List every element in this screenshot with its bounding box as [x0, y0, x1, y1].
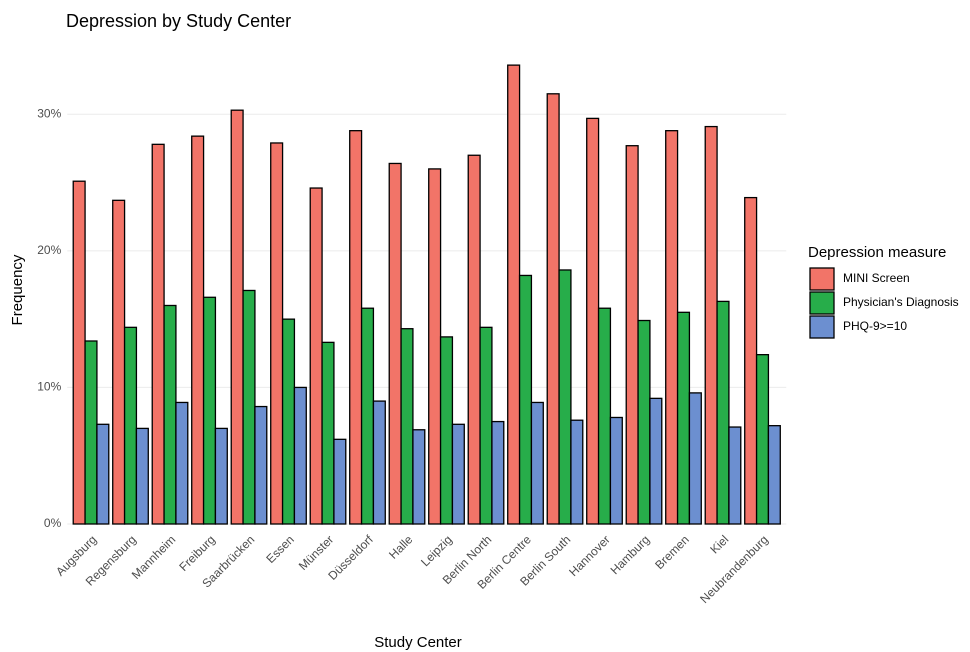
bar — [467, 154, 481, 525]
legend-key — [809, 267, 835, 291]
bar — [96, 423, 110, 525]
legend-key — [809, 315, 835, 339]
y-tick-label: 10% — [37, 380, 61, 394]
bar — [230, 109, 244, 525]
bar — [451, 423, 465, 525]
bar — [767, 425, 781, 525]
bar — [388, 162, 402, 525]
bar — [333, 438, 347, 525]
x-tick-label: Kiel — [707, 532, 731, 556]
x-tick-label: Hannover — [566, 532, 613, 579]
bar — [755, 354, 770, 525]
bar — [688, 392, 702, 525]
bar — [163, 304, 177, 525]
bar — [609, 416, 623, 525]
bar — [321, 341, 335, 525]
bar — [507, 64, 521, 525]
bar — [191, 135, 205, 525]
bar — [649, 397, 663, 525]
legend-label: MINI Screen — [843, 271, 910, 285]
bar — [400, 328, 414, 525]
bar — [518, 274, 533, 525]
bar — [676, 311, 691, 525]
legend-key — [809, 291, 835, 315]
bar — [744, 196, 758, 525]
bar — [546, 93, 560, 525]
x-tick-label: Bremen — [652, 532, 692, 572]
x-tick-label: Essen — [263, 532, 296, 565]
x-tick-label: Leipzig — [418, 532, 455, 569]
bar — [112, 199, 126, 525]
bar — [254, 405, 268, 525]
bar — [72, 180, 86, 525]
bar — [151, 143, 165, 525]
bar — [214, 427, 228, 525]
bar — [665, 130, 679, 525]
legend-label: PHQ-9>=10 — [843, 319, 907, 333]
x-axis-title: Study Center — [374, 634, 462, 651]
bar — [349, 130, 363, 525]
y-tick-label: 30% — [37, 106, 61, 120]
x-tick-label: Neubrandenburg — [697, 532, 771, 606]
bar — [293, 386, 307, 525]
legend-label: Physician's Diagnosis — [843, 295, 959, 309]
bar — [270, 142, 284, 525]
legend-title: Depression measure — [808, 244, 946, 261]
bar — [704, 125, 718, 525]
chart-title: Depression by Study Center — [66, 11, 291, 31]
bar — [281, 318, 296, 525]
bar — [597, 307, 612, 525]
bar — [625, 145, 639, 525]
bar — [530, 401, 544, 525]
x-tick-label: Hamburg — [608, 532, 653, 577]
bar — [716, 300, 730, 525]
bar — [123, 326, 138, 525]
bar — [309, 187, 323, 525]
bar — [586, 117, 600, 525]
bar — [202, 296, 217, 525]
bar — [84, 340, 98, 525]
bar — [558, 269, 572, 525]
bar — [637, 319, 651, 525]
bar — [372, 400, 386, 525]
y-axis-title: Frequency — [9, 254, 26, 325]
bar — [479, 326, 493, 525]
bar — [439, 336, 454, 525]
bar — [412, 429, 426, 525]
bar — [135, 427, 149, 525]
y-tick-label: 20% — [37, 243, 61, 257]
bar — [570, 419, 584, 525]
x-tick-label: Halle — [386, 532, 415, 561]
bar — [428, 168, 442, 525]
bar — [242, 289, 256, 525]
bar — [491, 420, 505, 525]
bar — [175, 401, 189, 525]
bar — [728, 426, 742, 525]
y-tick-label: 0% — [44, 516, 62, 530]
bar — [360, 307, 375, 525]
